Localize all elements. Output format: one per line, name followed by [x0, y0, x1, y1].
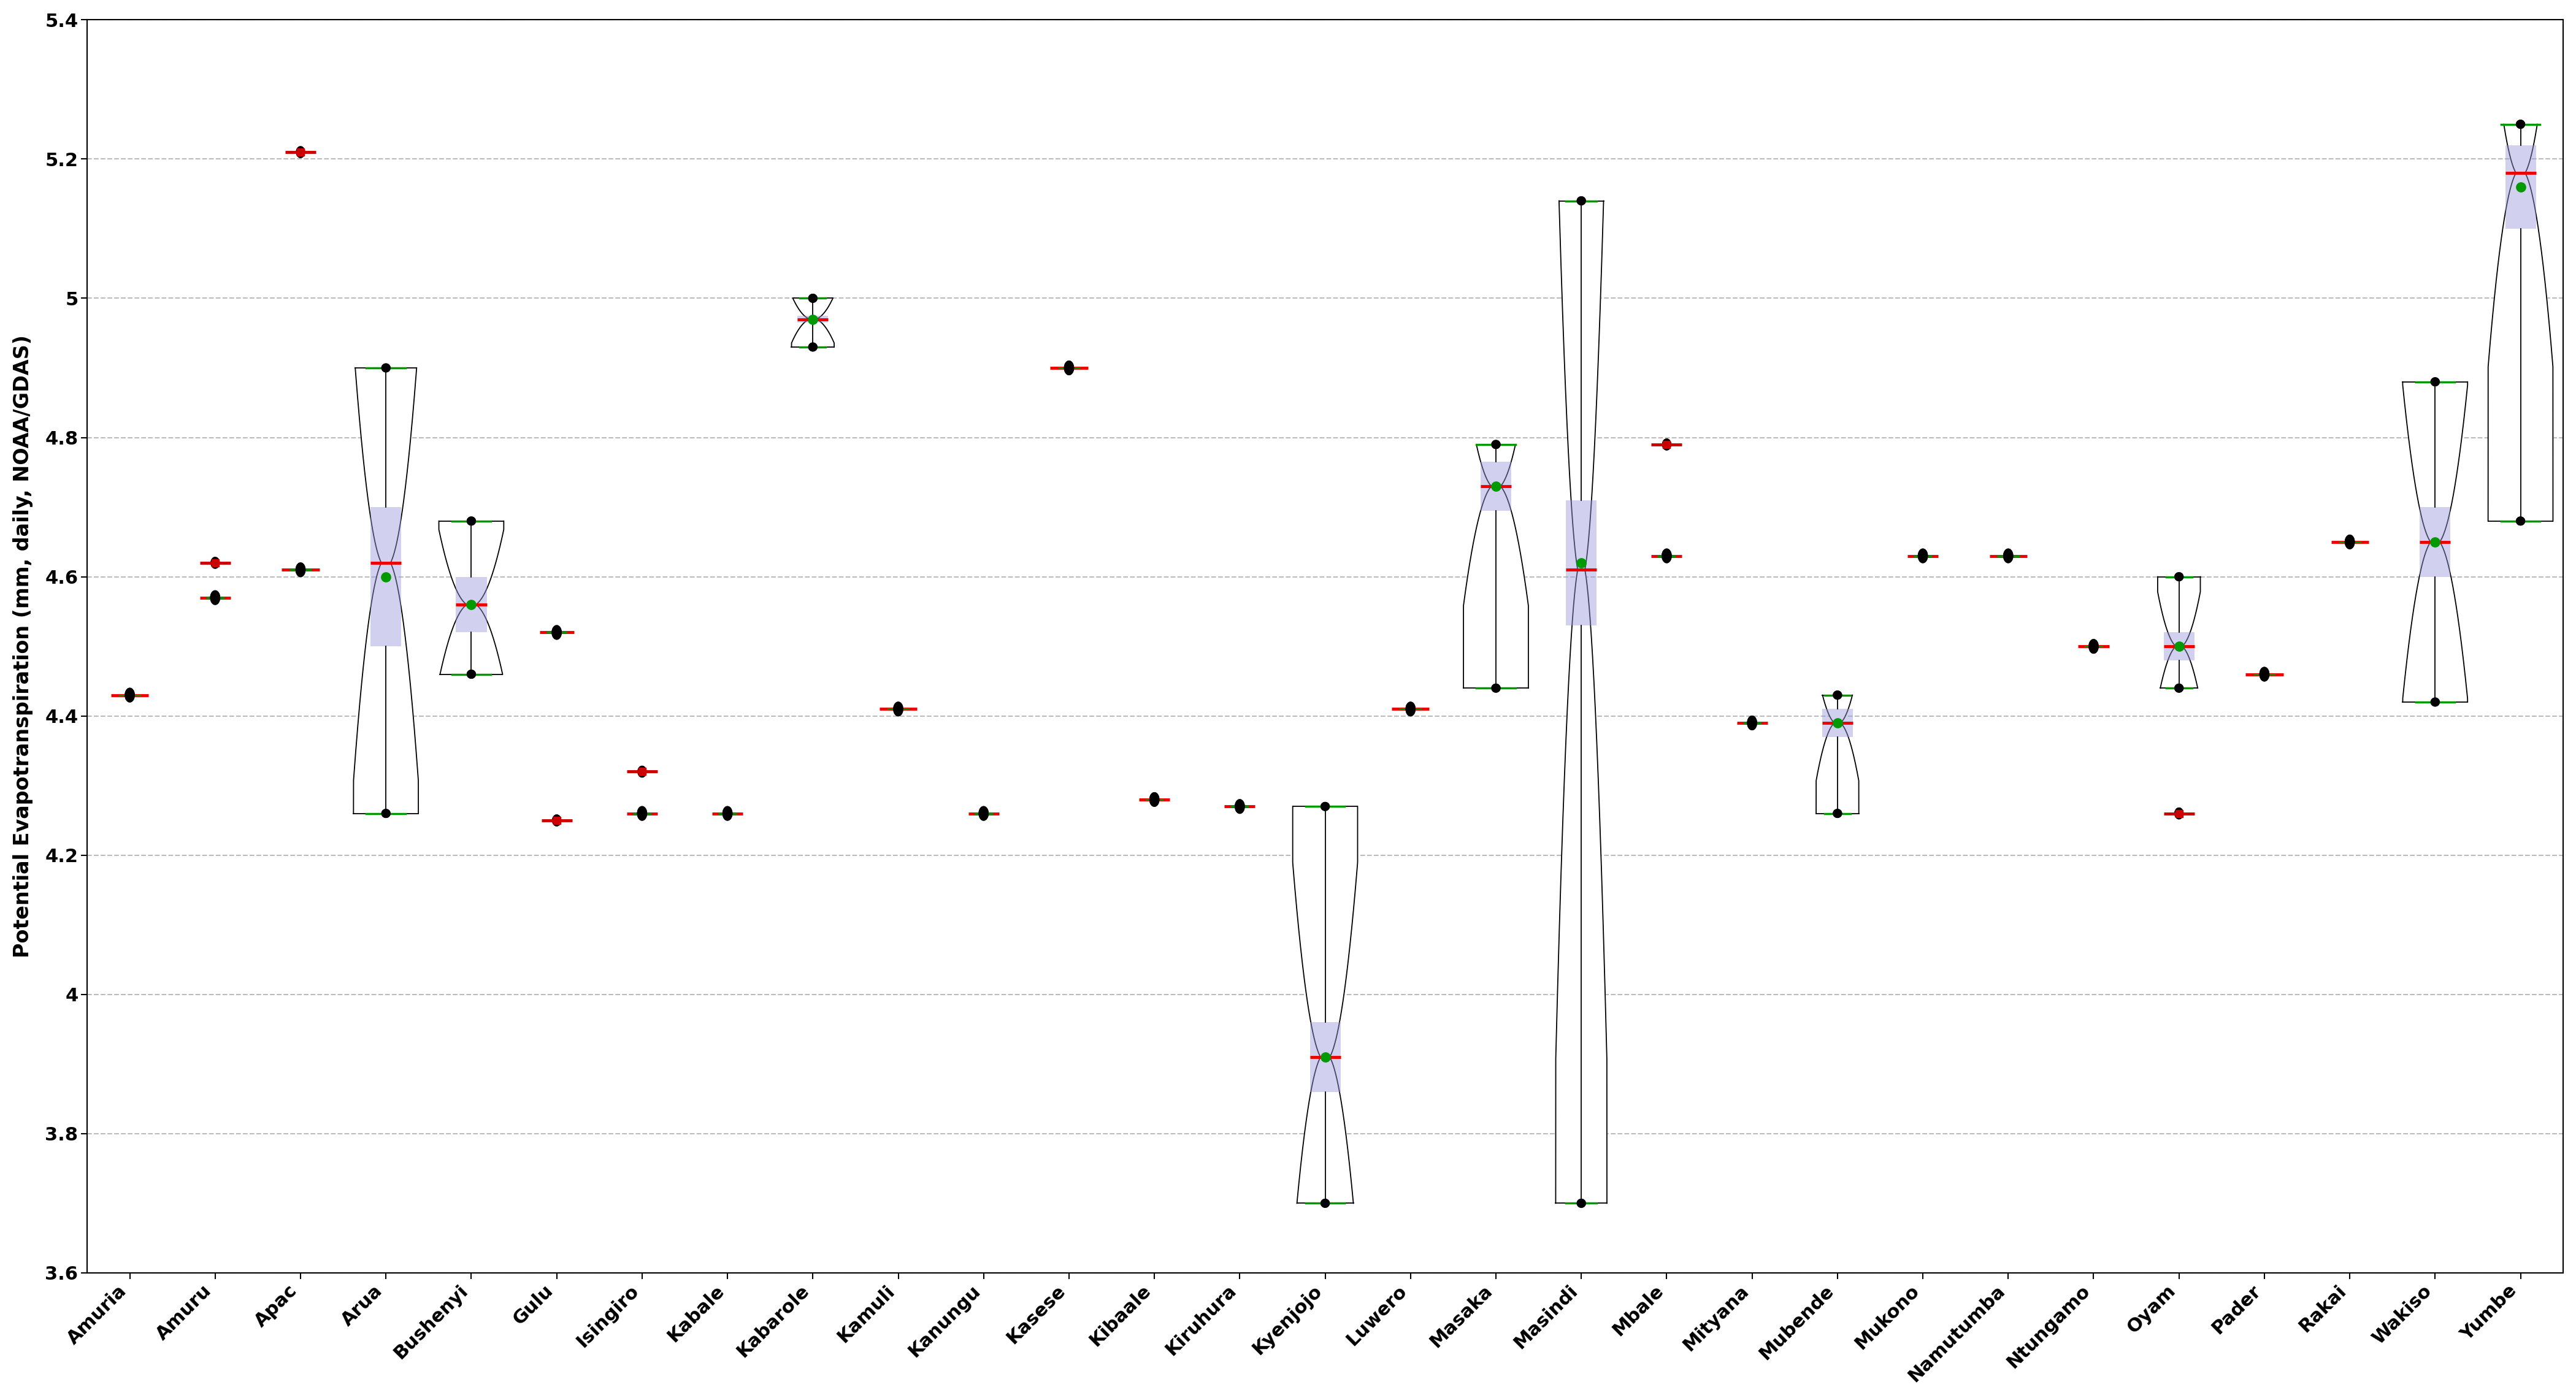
Polygon shape: [2004, 549, 2012, 563]
Polygon shape: [211, 591, 219, 604]
Bar: [1481, 461, 1512, 510]
Polygon shape: [381, 809, 389, 818]
Bar: [2506, 145, 2535, 229]
Polygon shape: [1321, 1199, 1329, 1208]
Polygon shape: [296, 563, 304, 577]
Polygon shape: [809, 294, 817, 302]
Polygon shape: [1577, 1199, 1587, 1208]
Polygon shape: [639, 766, 647, 777]
Polygon shape: [1492, 684, 1499, 692]
Polygon shape: [1834, 809, 1842, 818]
Polygon shape: [2432, 377, 2439, 386]
Polygon shape: [1662, 549, 1672, 563]
Bar: [1821, 709, 1852, 737]
Bar: [2164, 632, 2195, 660]
Polygon shape: [2432, 698, 2439, 706]
Polygon shape: [894, 702, 904, 716]
Polygon shape: [551, 625, 562, 639]
Polygon shape: [1577, 197, 1587, 206]
Polygon shape: [2174, 808, 2184, 819]
Bar: [1566, 500, 1597, 625]
Polygon shape: [1662, 439, 1672, 450]
Bar: [456, 577, 487, 632]
Polygon shape: [724, 807, 732, 821]
Bar: [799, 316, 829, 323]
Polygon shape: [1149, 793, 1159, 807]
Polygon shape: [296, 147, 304, 158]
Polygon shape: [2259, 667, 2269, 681]
Polygon shape: [636, 807, 647, 821]
Polygon shape: [2089, 639, 2099, 653]
Polygon shape: [1321, 802, 1329, 811]
Polygon shape: [381, 363, 389, 372]
Polygon shape: [1747, 716, 1757, 730]
Polygon shape: [1406, 702, 1414, 716]
Bar: [371, 507, 402, 646]
Polygon shape: [551, 815, 562, 826]
Polygon shape: [1492, 440, 1499, 449]
Y-axis label: Potential Evapotranspiration (mm, daily, NOAA/GDAS): Potential Evapotranspiration (mm, daily,…: [13, 336, 33, 958]
Polygon shape: [2174, 573, 2184, 582]
Polygon shape: [466, 517, 477, 526]
Polygon shape: [809, 343, 817, 351]
Polygon shape: [466, 670, 477, 678]
Polygon shape: [126, 688, 134, 702]
Polygon shape: [2517, 120, 2524, 129]
Polygon shape: [211, 558, 219, 569]
Bar: [1309, 1022, 1340, 1092]
Polygon shape: [2344, 535, 2354, 549]
Polygon shape: [1834, 691, 1842, 699]
Polygon shape: [2517, 517, 2524, 526]
Polygon shape: [2174, 684, 2184, 692]
Polygon shape: [1064, 361, 1074, 375]
Bar: [2419, 507, 2450, 577]
Polygon shape: [1919, 549, 1927, 563]
Polygon shape: [979, 807, 989, 821]
Polygon shape: [1234, 800, 1244, 814]
